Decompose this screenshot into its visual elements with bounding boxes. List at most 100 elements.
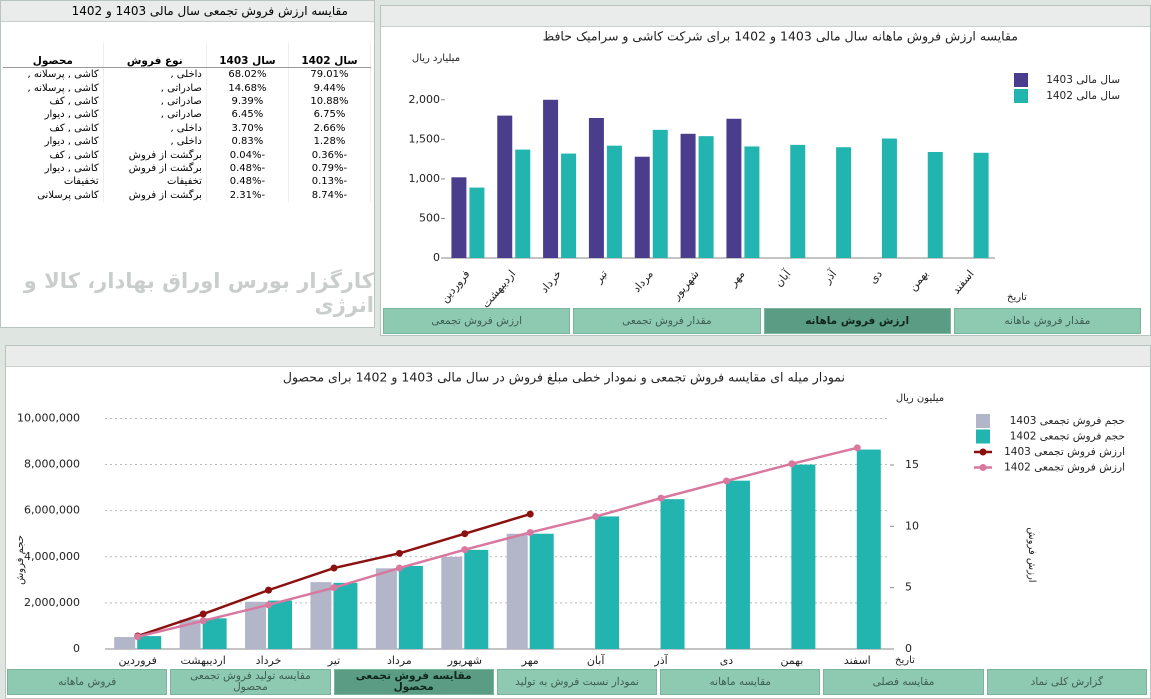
tab[interactable]: ارزش فروش ماهانه bbox=[763, 308, 951, 334]
point bbox=[199, 617, 207, 625]
legend-label: سال مالی 1402 bbox=[1046, 90, 1120, 102]
table-row: کاشی پرسلانی برگشت از فروش -2.31% -8.74% bbox=[3, 188, 372, 202]
table-row: کاشی , کف برگشت از فروش -0.04% -0.36% bbox=[3, 148, 372, 162]
table-cell: داخلی , bbox=[103, 67, 207, 82]
bar bbox=[245, 601, 267, 649]
table-cell: کاشی , کف bbox=[3, 148, 104, 162]
point bbox=[526, 528, 534, 536]
point bbox=[134, 633, 142, 641]
point bbox=[265, 586, 273, 594]
bar bbox=[744, 146, 760, 258]
panel-title: مقایسه ارزش فروش تجمعی سال مالی 1403 و 1… bbox=[71, 4, 348, 18]
bar bbox=[441, 556, 463, 649]
bar bbox=[515, 149, 531, 258]
table-cell: کاشی , کف bbox=[3, 121, 104, 135]
table-cell: 6.75% bbox=[288, 108, 372, 122]
table-cell: کاشی , پرسلانه , bbox=[3, 67, 104, 82]
table-cell: کاشی , کف bbox=[3, 94, 104, 109]
table-cell: 6.45% bbox=[206, 108, 289, 122]
bar bbox=[497, 115, 513, 258]
x-tick-label: مرداد bbox=[630, 267, 656, 294]
bar bbox=[973, 152, 989, 258]
bar bbox=[529, 533, 554, 649]
x-tick-label: خرداد bbox=[538, 268, 565, 296]
table-cell: برگشت از فروش bbox=[103, 161, 207, 176]
tab[interactable]: فروش ماهانه bbox=[7, 669, 168, 695]
tab[interactable]: ارزش فروش تجمعی bbox=[383, 308, 571, 334]
column-header: سال 1403 bbox=[206, 43, 289, 68]
table-cell: 2.66% bbox=[288, 121, 372, 135]
column-header: سال 1402 bbox=[288, 43, 372, 68]
bar bbox=[561, 153, 577, 258]
bar bbox=[375, 568, 397, 649]
y2-tick-label: 15 bbox=[905, 458, 919, 471]
table-cell: صادراتی , bbox=[103, 108, 207, 122]
tab[interactable]: گزارش کلی نماد bbox=[986, 669, 1147, 695]
table-panel: مقایسه ارزش فروش تجمعی سال مالی 1403 و 1… bbox=[0, 0, 375, 328]
bar bbox=[680, 133, 696, 258]
legend-swatch bbox=[979, 464, 987, 471]
chart-title: مقایسه ارزش فروش ماهانه سال مالی 1403 و … bbox=[543, 29, 1018, 45]
bar bbox=[137, 636, 162, 649]
table-row: کاشی , پرسلانه , صادراتی , 14.68% 9.44% bbox=[3, 81, 372, 95]
legend-label: سال مالی 1403 bbox=[1046, 74, 1120, 86]
point bbox=[395, 549, 403, 557]
bar bbox=[725, 480, 750, 649]
point bbox=[330, 564, 338, 572]
table-cell: صادراتی , bbox=[103, 81, 207, 95]
legend-swatch bbox=[1014, 89, 1028, 103]
table-cell: 1.28% bbox=[288, 134, 372, 149]
share-table: محصول نوع فروش سال 1403 سال 1402 کاشی , پرسل… bbox=[3, 43, 372, 202]
bar bbox=[588, 117, 604, 259]
tab[interactable]: مقایسه تولید فروش تجمعی محصول bbox=[170, 669, 331, 695]
table-row: کاشی , کف صادراتی , 9.39% 10.88% bbox=[3, 94, 372, 109]
table-cell: کاشی , پرسلانه , bbox=[3, 81, 104, 95]
tab[interactable]: مقدار فروش تجمعی bbox=[573, 308, 761, 334]
point bbox=[199, 610, 207, 618]
bar bbox=[543, 99, 559, 259]
legend-swatch bbox=[1014, 73, 1028, 87]
panel-header bbox=[381, 6, 1150, 27]
x-tick-label: مهر bbox=[521, 654, 539, 667]
x-tick-label: تیر bbox=[591, 268, 610, 287]
x-tick-label: اسفند bbox=[844, 654, 871, 667]
legend-label: حجم فروش تجمعی 1402 bbox=[1010, 431, 1125, 443]
bottom-tabs: فروش ماهانه مقایسه تولید فروش تجمعی محصول… bbox=[7, 669, 1147, 695]
x-tick-label: مهر bbox=[726, 267, 748, 289]
tab[interactable]: نمودار نسبت فروش به تولید bbox=[496, 669, 658, 695]
x-tick-label: فروردین bbox=[438, 268, 473, 306]
tab[interactable]: مقایسه فروش تجمعی محصول bbox=[333, 669, 494, 695]
table-cell: کاشی , دیوار bbox=[3, 161, 104, 176]
table-cell: برگشت از فروش bbox=[103, 148, 207, 162]
line bbox=[137, 446, 858, 638]
x-tick-label: بهمن bbox=[906, 268, 931, 294]
table-cell: 14.68% bbox=[206, 81, 289, 95]
x-axis-label: تاریخ bbox=[1007, 292, 1027, 303]
table-cell: 9.39% bbox=[206, 94, 289, 109]
x-tick-label: دی bbox=[720, 654, 734, 667]
table-cell: تخفیفات bbox=[103, 175, 207, 189]
x-tick-label: تیر bbox=[327, 654, 340, 667]
bar bbox=[790, 144, 806, 258]
x-tick-label: اسفند bbox=[949, 268, 976, 297]
table-cell: -0.04% bbox=[206, 148, 289, 162]
point bbox=[657, 494, 665, 502]
tab[interactable]: مقدار فروش ماهانه bbox=[953, 308, 1141, 334]
bar bbox=[310, 582, 332, 649]
bar bbox=[595, 516, 620, 649]
table-cell: 0.83% bbox=[206, 134, 289, 149]
y2-tick-label: 10 bbox=[905, 519, 919, 532]
y-tick-label: 1,000 bbox=[409, 172, 441, 185]
x-tick-label: مرداد bbox=[387, 654, 412, 667]
x-tick-label: اردیبهشت bbox=[479, 268, 518, 311]
bar bbox=[634, 156, 650, 258]
y-tick-label: 8,000,000 bbox=[24, 458, 80, 471]
bar bbox=[836, 147, 852, 258]
point bbox=[853, 444, 861, 452]
table-cell: داخلی , bbox=[103, 121, 207, 135]
tab[interactable]: مقایسه ماهانه bbox=[660, 669, 821, 695]
tab[interactable]: مقایسه فصلی bbox=[823, 669, 984, 695]
table-cell: -0.13% bbox=[288, 175, 372, 189]
bar bbox=[398, 566, 423, 649]
